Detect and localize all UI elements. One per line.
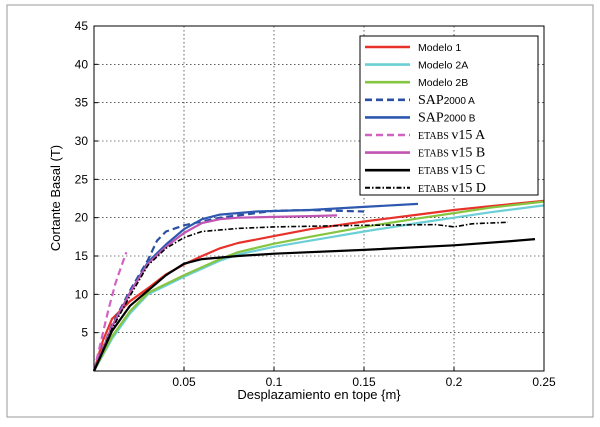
series-line-7 bbox=[92, 214, 338, 372]
series-line-6 bbox=[92, 251, 128, 372]
y-tick-label: 5 bbox=[81, 326, 88, 340]
y-axis-label: Cortante Basal (T) bbox=[48, 145, 63, 251]
ticks: 0.05 0.1 0.15 0.2 0.25 5 10 15 20 25 30 35 40 45 bbox=[75, 19, 556, 389]
legend-label: Modelo 2A bbox=[418, 60, 468, 72]
legend-label: ETABS v15 D bbox=[418, 181, 486, 196]
x-tick-label: 0.05 bbox=[172, 375, 196, 389]
x-tick-label: 0.1 bbox=[266, 375, 283, 389]
y-tick-label: 40 bbox=[75, 57, 89, 71]
series-line-8 bbox=[92, 238, 536, 372]
y-tick-label: 35 bbox=[75, 96, 89, 110]
legend: Modelo 1 Modelo 2A Modelo 2B SAP2000 A SAP20… bbox=[359, 35, 539, 196]
legend-label: SAP2000 B bbox=[418, 110, 476, 125]
y-tick-label: 15 bbox=[75, 249, 89, 263]
legend-label: ETABS v15 B bbox=[418, 146, 485, 161]
y-tick-label: 10 bbox=[75, 287, 89, 301]
legend-label: SAP2000 A bbox=[418, 93, 475, 108]
series-line-2 bbox=[93, 204, 545, 372]
legend-label: ETABS v15 C bbox=[418, 163, 485, 178]
x-tick-label: 0.25 bbox=[532, 375, 556, 389]
legend-label: Modelo 2B bbox=[418, 77, 468, 89]
grid bbox=[94, 25, 545, 371]
y-tick-label: 30 bbox=[75, 134, 89, 148]
x-axis-label: Desplazamiento en tope {m} bbox=[237, 387, 401, 402]
y-tick-label: 20 bbox=[75, 211, 89, 225]
series-line-3 bbox=[93, 200, 545, 372]
legend-label: Modelo 1 bbox=[418, 42, 461, 54]
legend-box bbox=[359, 35, 539, 196]
y-tick-label: 25 bbox=[75, 172, 89, 186]
series-layer bbox=[92, 199, 545, 372]
x-tick-label: 0.15 bbox=[352, 375, 376, 389]
y-tick-label: 45 bbox=[75, 19, 89, 33]
plot-area-border bbox=[93, 25, 545, 372]
legend-label: ETABS v15 A bbox=[418, 128, 486, 143]
series-line-9 bbox=[93, 221, 509, 372]
x-tick-label: 0.2 bbox=[446, 375, 463, 389]
